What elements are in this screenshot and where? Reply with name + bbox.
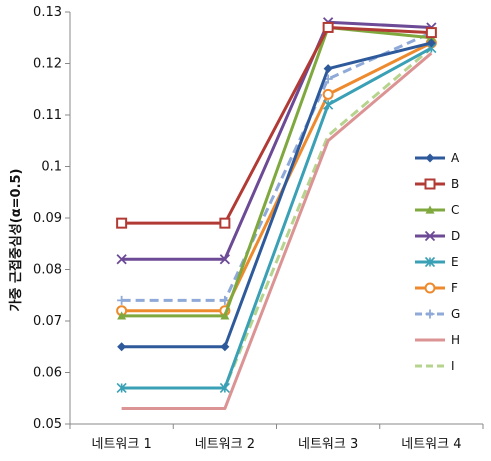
point-marker — [116, 382, 127, 394]
legend-label: D — [451, 229, 460, 243]
legend-label: C — [451, 203, 459, 217]
legend-item-D: D — [415, 229, 460, 243]
point-marker — [323, 64, 333, 74]
point-marker — [219, 254, 231, 265]
y-tick-label: 0.09 — [33, 211, 62, 226]
series-line — [121, 46, 433, 390]
series-line — [121, 52, 433, 411]
y-tick-label: 0.06 — [33, 366, 62, 381]
series-lines — [116, 17, 437, 411]
point-marker — [425, 309, 435, 319]
series-F — [116, 37, 437, 317]
series-line — [121, 41, 432, 349]
x-tick-label: 네트워크 1 — [92, 437, 152, 452]
y-tick-label: 0.12 — [33, 57, 62, 72]
series-line — [121, 25, 432, 318]
legend-label: H — [451, 333, 460, 347]
series-H — [121, 52, 433, 411]
series-line — [121, 25, 432, 225]
series-I — [121, 46, 433, 390]
point-marker — [322, 21, 334, 33]
point-marker — [219, 382, 230, 394]
legend-label: F — [451, 281, 458, 295]
legend-label: G — [451, 307, 460, 321]
series-line — [121, 31, 432, 302]
legend-label: A — [451, 151, 460, 165]
series-E — [116, 42, 437, 394]
legend-item-G: G — [415, 307, 460, 321]
series-line — [121, 41, 433, 313]
point-marker — [425, 153, 435, 163]
series-line — [121, 20, 432, 261]
point-marker — [220, 311, 230, 320]
series-A — [117, 38, 436, 352]
point-marker — [117, 295, 127, 305]
legend-item-A: A — [415, 151, 460, 165]
point-marker — [322, 88, 334, 100]
y-axis: 0.05 0.06 0.07 0.08 0.09 0.1 0.11 0.12 0.13 — [33, 5, 71, 432]
point-marker — [117, 342, 127, 352]
legend-item-I: I — [415, 359, 455, 373]
x-axis: 네트워크 1 네트워크 2 네트워크 3 네트워크 4 — [69, 423, 484, 452]
legend-item-H: H — [415, 333, 460, 347]
point-marker — [219, 217, 231, 229]
y-tick-label: 0.11 — [33, 108, 62, 123]
point-marker — [424, 282, 436, 294]
point-marker — [424, 178, 436, 190]
series-line — [121, 46, 433, 390]
legend-item-B: B — [415, 177, 459, 191]
legend-label: B — [451, 177, 459, 191]
point-marker — [116, 217, 128, 229]
y-axis-label: 가중 근접중심성(α=0.5) — [8, 169, 24, 312]
x-tick-label: 네트워크 3 — [298, 437, 358, 452]
point-marker — [425, 27, 437, 39]
legend-label: I — [451, 359, 455, 373]
series-B — [116, 21, 437, 229]
point-marker — [426, 38, 436, 48]
y-tick-label: 0.13 — [33, 5, 62, 20]
y-tick-label: 0.05 — [33, 417, 62, 432]
x-tick-label: 네트워크 4 — [401, 437, 461, 452]
legend-item-E: E — [415, 255, 459, 269]
point-marker — [425, 205, 435, 214]
y-tick-label: 0.1 — [41, 160, 62, 175]
x-tick-label: 네트워크 2 — [195, 437, 255, 452]
point-marker — [424, 256, 436, 268]
point-marker — [116, 254, 127, 265]
point-marker — [323, 99, 334, 110]
legend-label: E — [451, 255, 459, 269]
legend-item-F: F — [415, 281, 458, 295]
y-tick-label: 0.07 — [33, 314, 62, 329]
point-marker — [220, 342, 230, 352]
point-marker — [220, 295, 230, 305]
y-tick-label: 0.08 — [33, 263, 62, 278]
point-marker — [424, 230, 436, 242]
legend-item-C: C — [415, 203, 459, 217]
point-marker — [117, 311, 127, 320]
